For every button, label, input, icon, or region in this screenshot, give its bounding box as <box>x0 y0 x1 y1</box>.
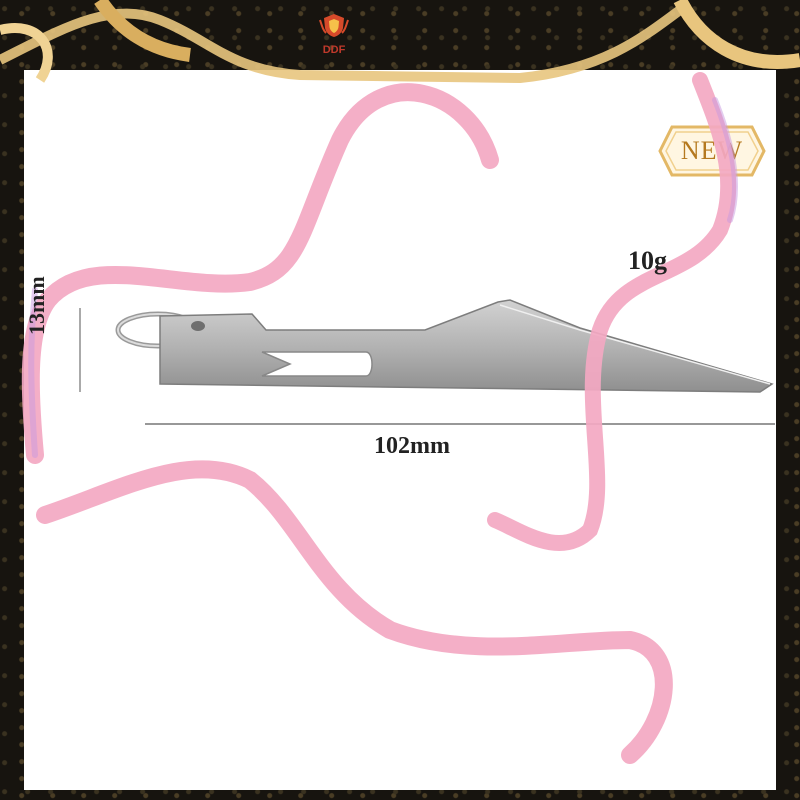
brand-name: DDF <box>322 44 346 56</box>
weight-label: 10g <box>628 246 667 275</box>
crest-icon <box>319 14 349 37</box>
length-label: 102mm <box>374 433 450 459</box>
brand-logo: DDF <box>312 12 356 56</box>
product-panel <box>24 70 776 790</box>
badge-shape <box>658 125 766 177</box>
height-label: 13mm <box>24 276 49 335</box>
